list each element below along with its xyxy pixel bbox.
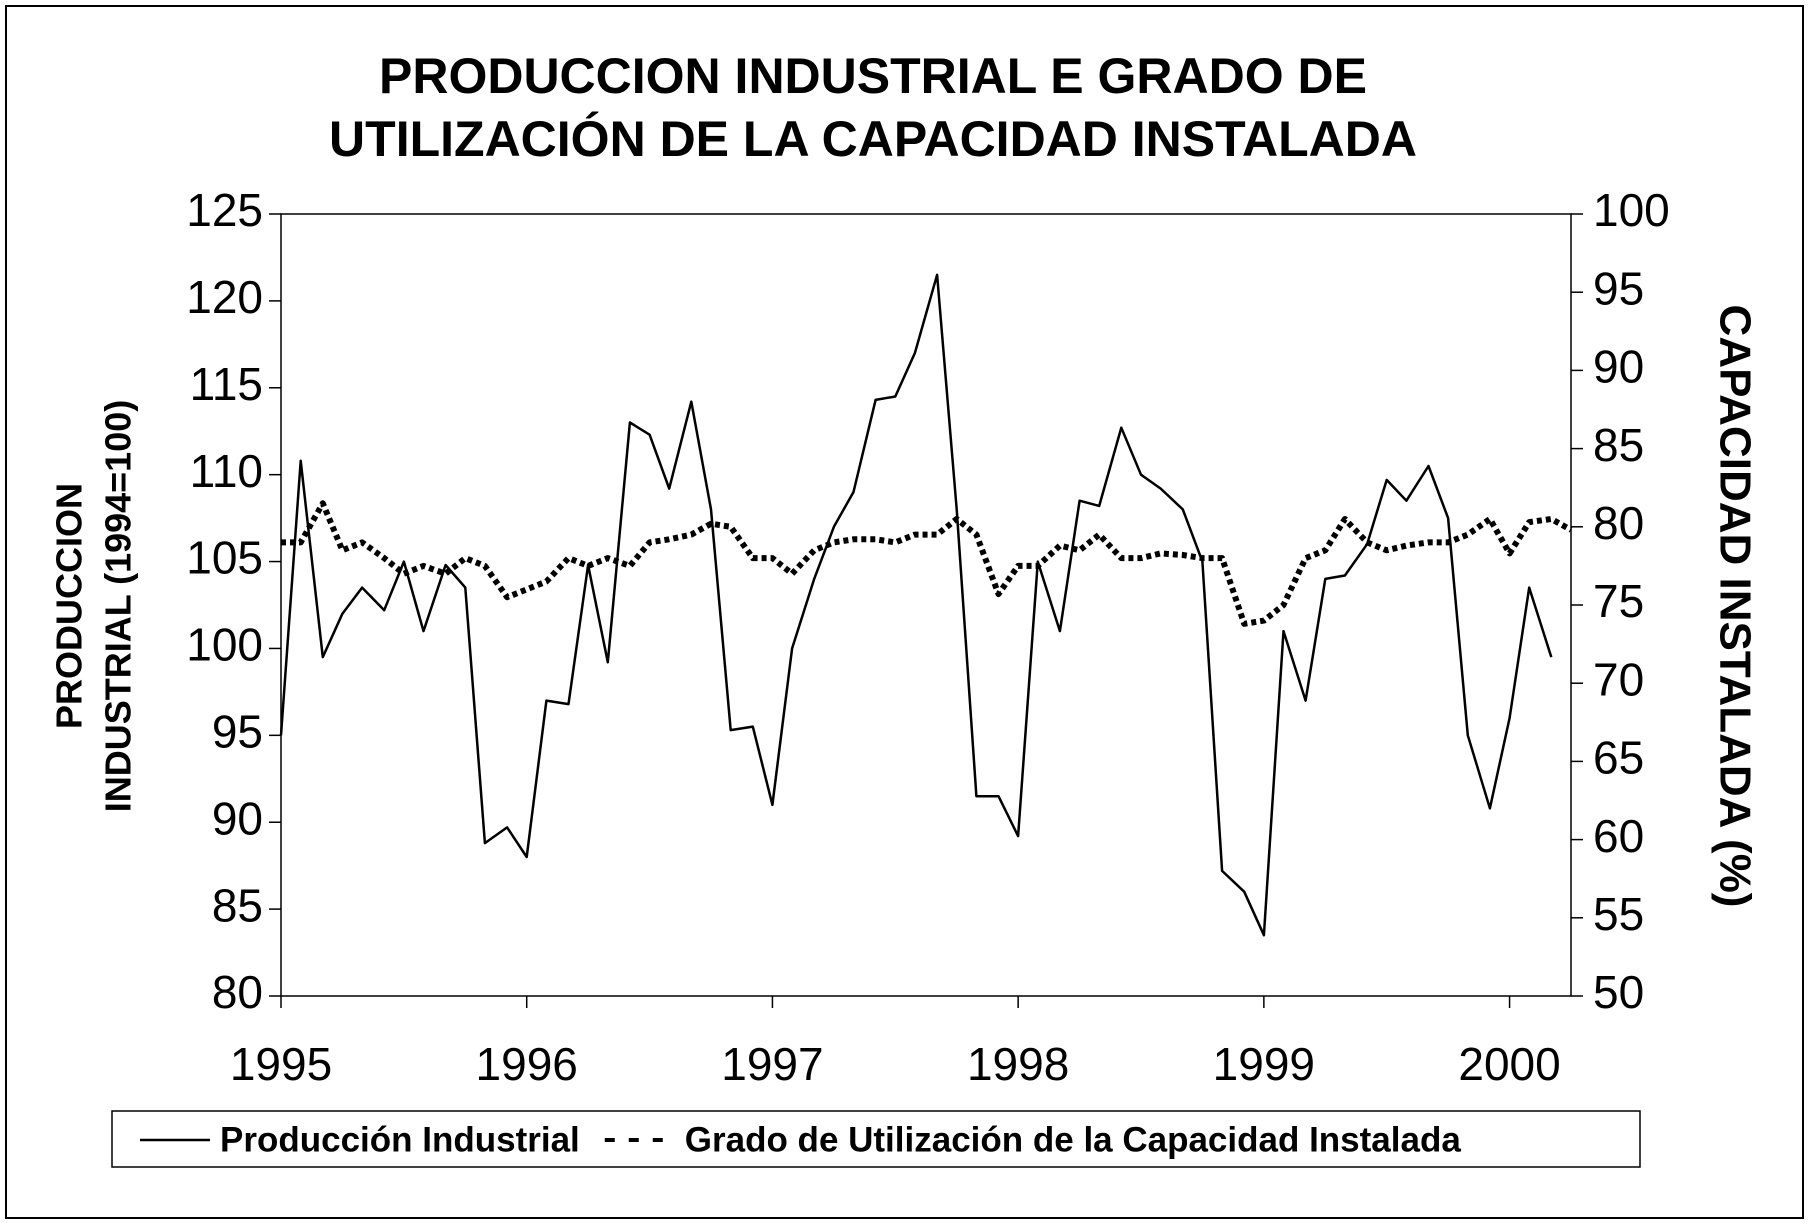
- y2-tick-label: 55: [1593, 888, 1644, 940]
- y2-tick-label: 100: [1593, 184, 1670, 236]
- x-tick-label: 1995: [230, 1038, 332, 1090]
- y-tick-label: 85: [212, 879, 263, 931]
- y-tick-label: 95: [212, 705, 263, 757]
- y2-axis-title: CAPACIDAD INSTALADA (%): [1710, 305, 1759, 908]
- series-line: [279, 273, 1553, 937]
- y-tick-label: 80: [212, 966, 263, 1018]
- y-tick-label: 115: [190, 358, 263, 410]
- y-tick-label: 110: [190, 445, 263, 497]
- y-axis-title: PRODUCCION: [49, 483, 90, 729]
- legend-box: [111, 1110, 1641, 1168]
- plot-area: [280, 213, 1572, 997]
- y2-tick-label: 75: [1593, 575, 1644, 627]
- y2-tick-label: 60: [1593, 810, 1644, 862]
- x-tick-label: 1999: [1213, 1038, 1315, 1090]
- y-tick-label: 120: [186, 271, 263, 323]
- y-tick-label: 90: [212, 792, 263, 844]
- frame: [5, 5, 1804, 1219]
- x-tick-label: 2000: [1458, 1038, 1560, 1090]
- y-tick-label: 105: [186, 532, 263, 584]
- y2-tick-label: 90: [1593, 341, 1644, 393]
- series-line: [281, 500, 1573, 627]
- y2-tick-label: 50: [1593, 966, 1644, 1018]
- y2-tick-label: 80: [1593, 497, 1644, 549]
- legend-label: Grado de Utilización de la Capacidad Ins…: [685, 1120, 1462, 1159]
- legend-label: Producción Industrial: [220, 1120, 580, 1159]
- chart-title: PRODUCCION INDUSTRIAL E GRADO DE: [379, 48, 1367, 104]
- y2-tick-label: 85: [1593, 419, 1644, 471]
- y-axis-title: INDUSTRIAL (1994=100): [98, 400, 139, 813]
- chart-title: UTILIZACIÓN DE LA CAPACIDAD INSTALADA: [329, 111, 1417, 167]
- y2-tick-label: 95: [1593, 262, 1644, 314]
- y-tick-label: 100: [186, 619, 263, 671]
- y-tick-label: 125: [186, 184, 263, 236]
- x-tick-label: 1996: [476, 1038, 578, 1090]
- x-tick-label: 1998: [967, 1038, 1069, 1090]
- x-tick-label: 1997: [721, 1038, 823, 1090]
- y2-tick-label: 65: [1593, 732, 1644, 784]
- y2-tick-label: 70: [1593, 653, 1644, 705]
